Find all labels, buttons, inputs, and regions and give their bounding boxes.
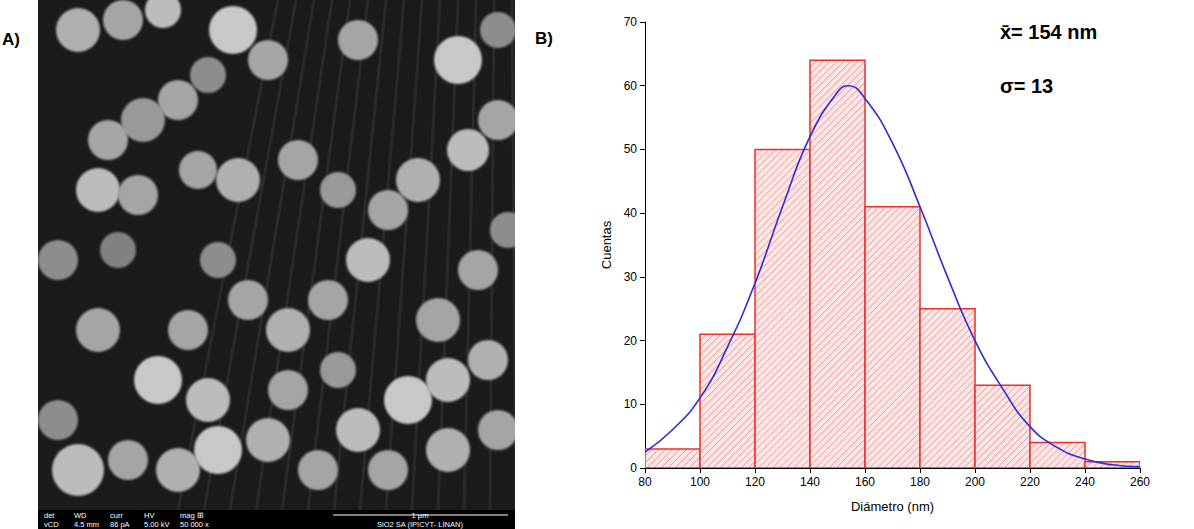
svg-text:0: 0 <box>630 461 637 475</box>
svg-text:5.00 kV: 5.00 kV <box>144 520 169 529</box>
svg-text:mag ⊞: mag ⊞ <box>180 511 204 520</box>
svg-text:vCD: vCD <box>44 520 59 529</box>
svg-text:70: 70 <box>624 15 638 29</box>
svg-text:curr: curr <box>110 511 123 520</box>
svg-text:det: det <box>44 511 55 520</box>
svg-text:20: 20 <box>624 334 638 348</box>
svg-text:50: 50 <box>624 142 638 156</box>
svg-text:60: 60 <box>624 79 638 93</box>
svg-text:40: 40 <box>624 206 638 220</box>
svg-text:140: 140 <box>800 475 820 489</box>
svg-text:80: 80 <box>638 475 652 489</box>
svg-text:260: 260 <box>1130 475 1150 489</box>
svg-text:1 µm: 1 µm <box>412 511 429 520</box>
svg-text:SiO2 SA (IPICYT- LINAN): SiO2 SA (IPICYT- LINAN) <box>377 520 463 529</box>
svg-text:4.5 mm: 4.5 mm <box>74 520 99 529</box>
svg-text:240: 240 <box>1075 475 1095 489</box>
svg-text:160: 160 <box>855 475 875 489</box>
svg-text:30: 30 <box>624 270 638 284</box>
svg-text:180: 180 <box>910 475 930 489</box>
svg-text:σ= 13: σ= 13 <box>1000 75 1053 97</box>
svg-text:HV: HV <box>144 511 154 520</box>
svg-text:120: 120 <box>745 475 765 489</box>
svg-text:Diámetro (nm): Diámetro (nm) <box>851 499 934 514</box>
svg-text:B): B) <box>535 29 553 48</box>
svg-text:Cuentas: Cuentas <box>599 220 614 269</box>
svg-text:x̄= 154 nm: x̄= 154 nm <box>1000 21 1097 43</box>
svg-text:WD: WD <box>74 511 87 520</box>
html-text:A): A) <box>2 30 20 49</box>
svg-text:220: 220 <box>1020 475 1040 489</box>
svg-text:10: 10 <box>624 397 638 411</box>
svg-text:86 pA: 86 pA <box>110 520 130 529</box>
svg-text:200: 200 <box>965 475 985 489</box>
svg-text:50 000 x: 50 000 x <box>180 520 209 529</box>
svg-text:100: 100 <box>690 475 710 489</box>
